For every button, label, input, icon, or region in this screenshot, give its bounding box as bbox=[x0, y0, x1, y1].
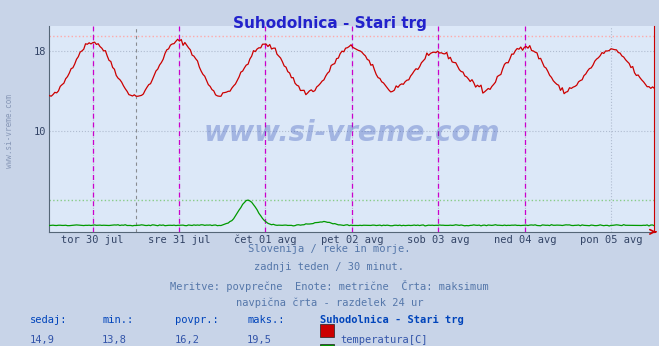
Text: Suhodolnica - Stari trg: Suhodolnica - Stari trg bbox=[233, 16, 426, 30]
Text: 13,8: 13,8 bbox=[102, 335, 127, 345]
Text: navpična črta - razdelek 24 ur: navpična črta - razdelek 24 ur bbox=[236, 298, 423, 308]
Text: povpr.:: povpr.: bbox=[175, 315, 218, 325]
Text: zadnji teden / 30 minut.: zadnji teden / 30 minut. bbox=[254, 262, 405, 272]
Text: Suhodolnica - Stari trg: Suhodolnica - Stari trg bbox=[320, 315, 463, 325]
Text: min.:: min.: bbox=[102, 315, 133, 325]
Text: 19,5: 19,5 bbox=[247, 335, 272, 345]
Text: maks.:: maks.: bbox=[247, 315, 285, 325]
Text: 14,9: 14,9 bbox=[30, 335, 55, 345]
Text: www.si-vreme.com: www.si-vreme.com bbox=[204, 119, 500, 147]
Text: www.si-vreme.com: www.si-vreme.com bbox=[5, 94, 14, 169]
Text: 16,2: 16,2 bbox=[175, 335, 200, 345]
Text: temperatura[C]: temperatura[C] bbox=[341, 335, 428, 345]
Text: Meritve: povprečne  Enote: metrične  Črta: maksimum: Meritve: povprečne Enote: metrične Črta:… bbox=[170, 280, 489, 292]
Text: sedaj:: sedaj: bbox=[30, 315, 67, 325]
Text: Slovenija / reke in morje.: Slovenija / reke in morje. bbox=[248, 244, 411, 254]
